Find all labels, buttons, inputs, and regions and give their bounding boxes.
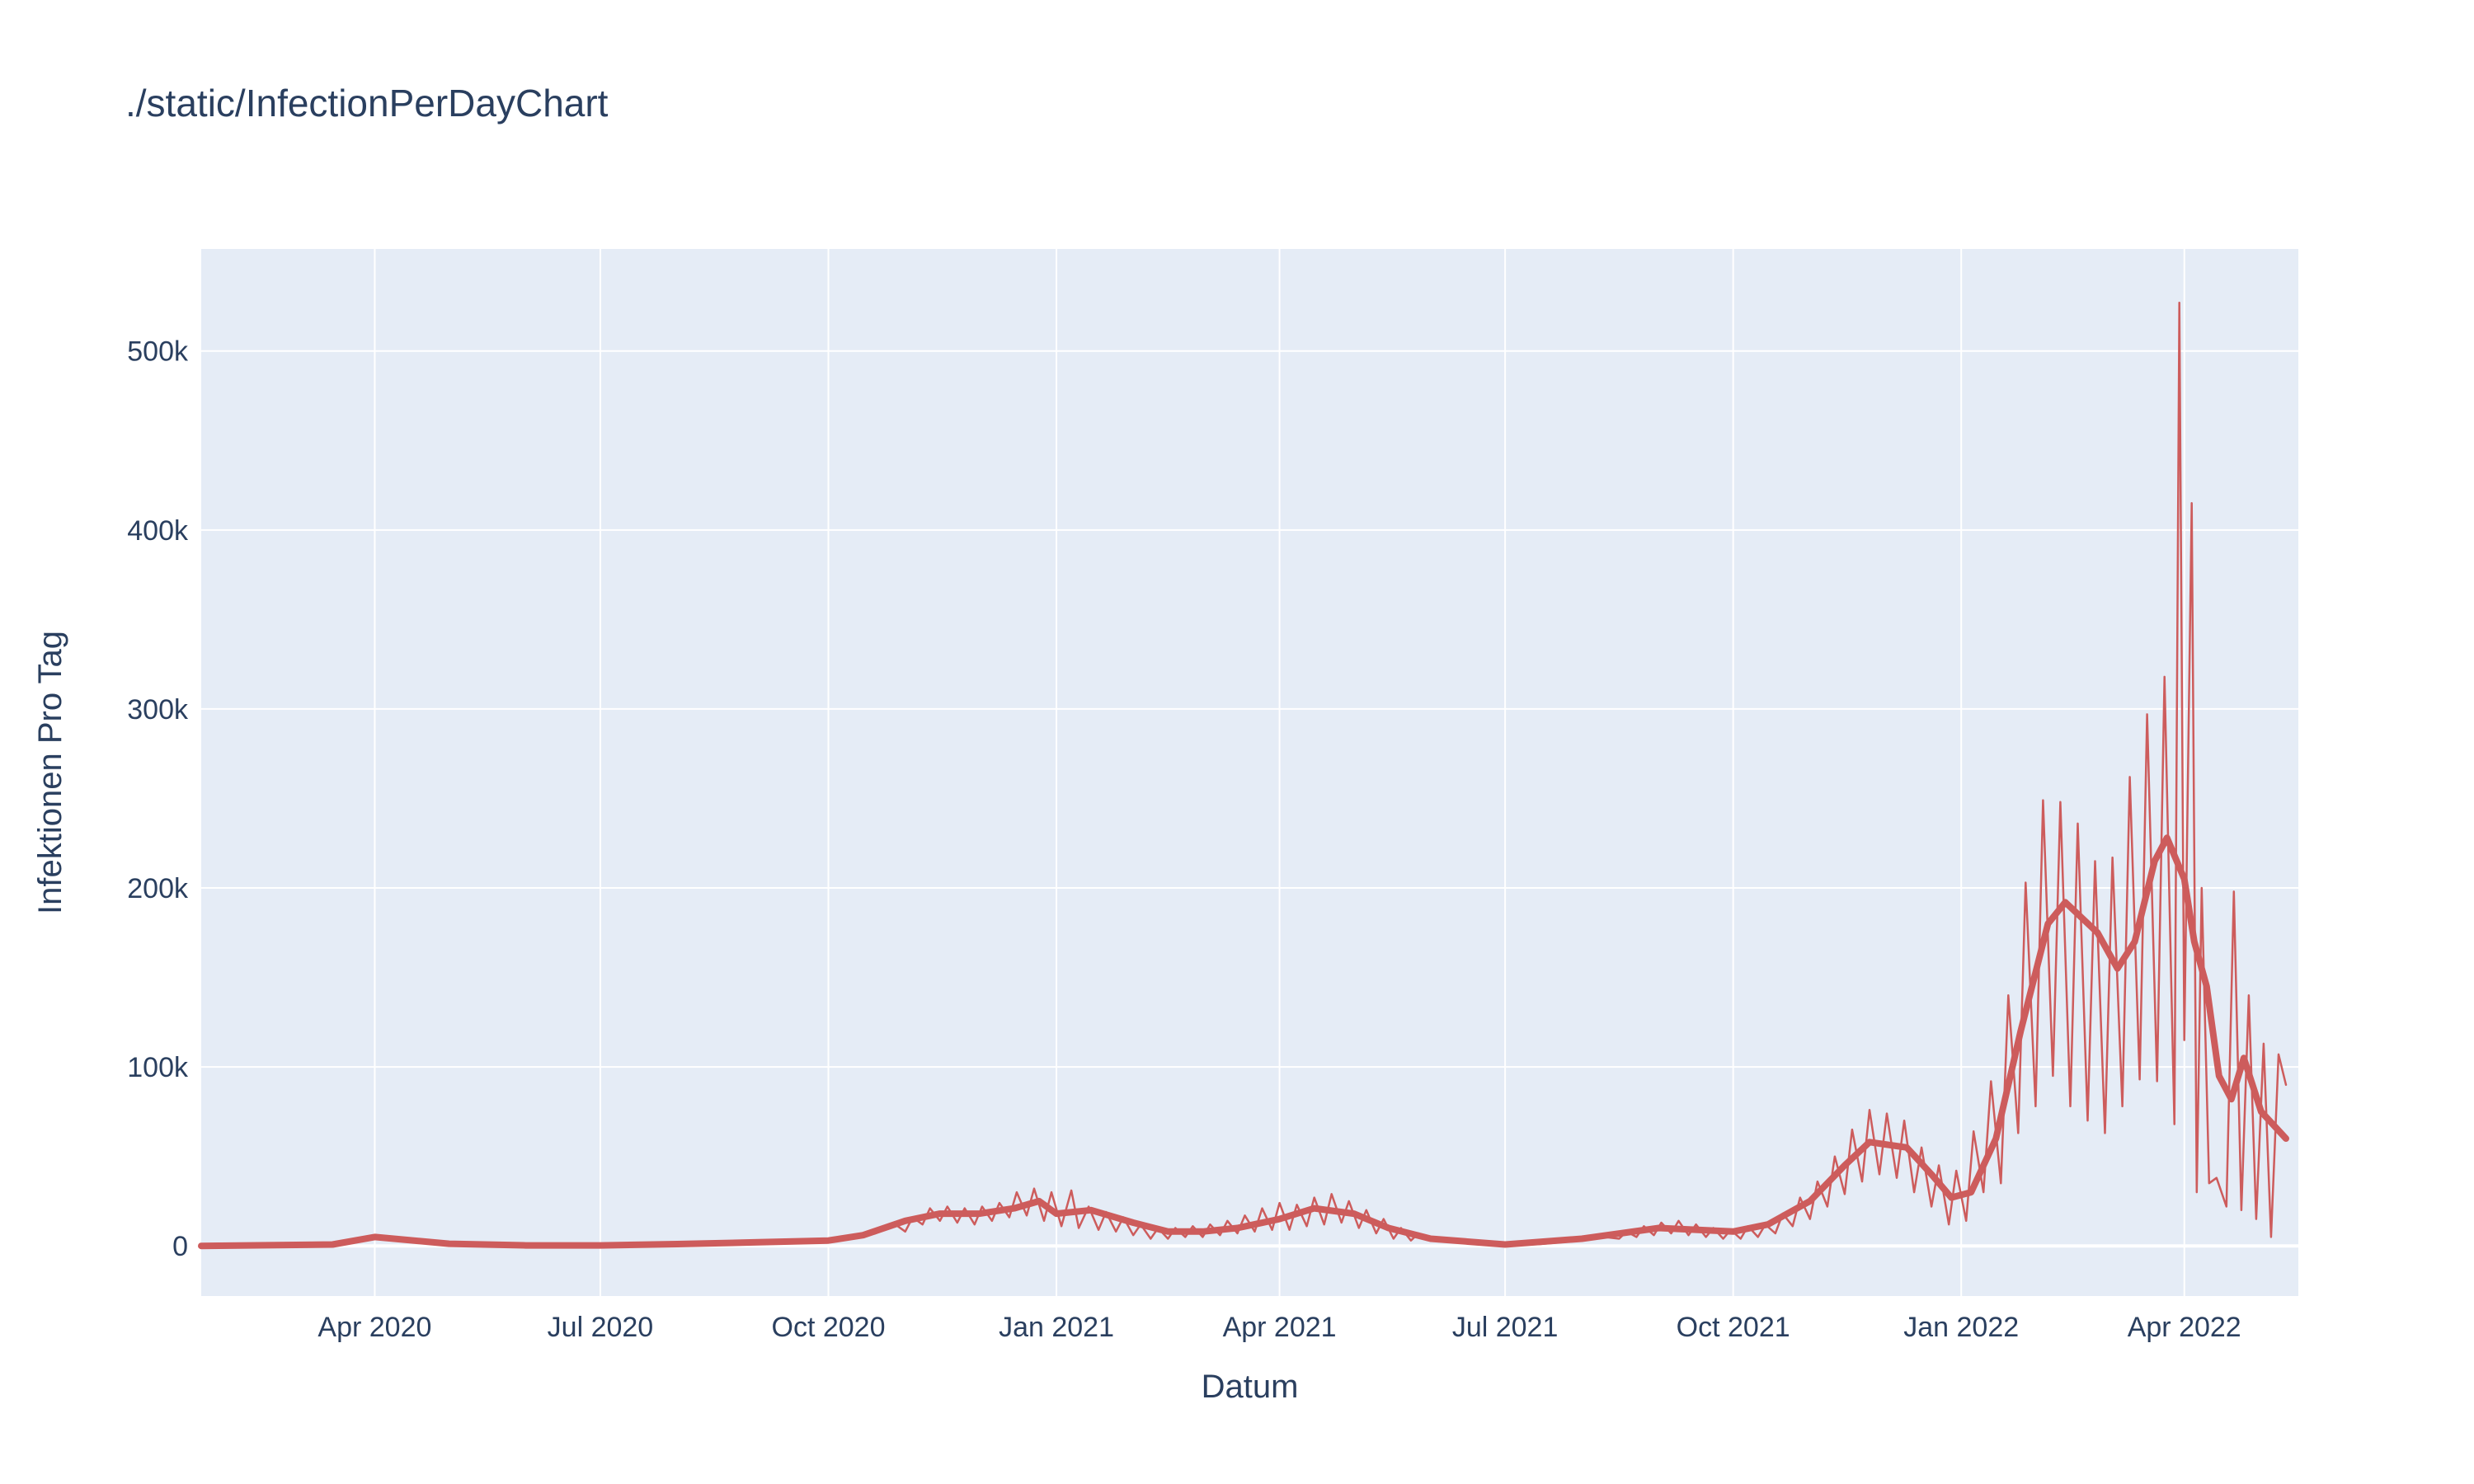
x-tick-label: Jul 2020: [548, 1312, 654, 1343]
y-tick-label: 500k: [127, 336, 189, 368]
x-tick-label: Apr 2022: [2128, 1312, 2241, 1343]
x-tick-label: Jan 2022: [1903, 1312, 2019, 1343]
x-axis-title: Datum: [1202, 1369, 1299, 1405]
series-layer: [198, 301, 2289, 1250]
x-tick-label: Jul 2021: [1452, 1312, 1559, 1343]
x-tick-label: Oct 2020: [772, 1312, 886, 1343]
y-tick-labels: 0 100k 200k 300k 400k 500k: [127, 336, 189, 1262]
y-tick-label: 0: [172, 1231, 188, 1262]
x-gridlines: [374, 249, 2185, 1296]
x-tick-label: Apr 2020: [317, 1312, 431, 1343]
plot-area: [201, 249, 2298, 1296]
x-tick-label: Apr 2021: [1223, 1312, 1337, 1343]
smoothed-series-line: [198, 834, 2289, 1250]
x-tick-label: Oct 2021: [1677, 1312, 1790, 1343]
y-tick-label: 100k: [127, 1052, 189, 1083]
y-axis-title: Infektionen Pro Tag: [32, 631, 68, 914]
chart-title: ./static/InfectionPerDayChart: [125, 82, 609, 124]
x-tick-label: Jan 2021: [999, 1312, 1114, 1343]
y-tick-label: 200k: [127, 873, 189, 904]
y-tick-label: 300k: [127, 694, 189, 726]
x-tick-labels: Apr 2020 Jul 2020 Oct 2020 Jan 2021 Apr 2021…: [317, 1312, 2241, 1343]
y-tick-label: 400k: [127, 515, 189, 547]
